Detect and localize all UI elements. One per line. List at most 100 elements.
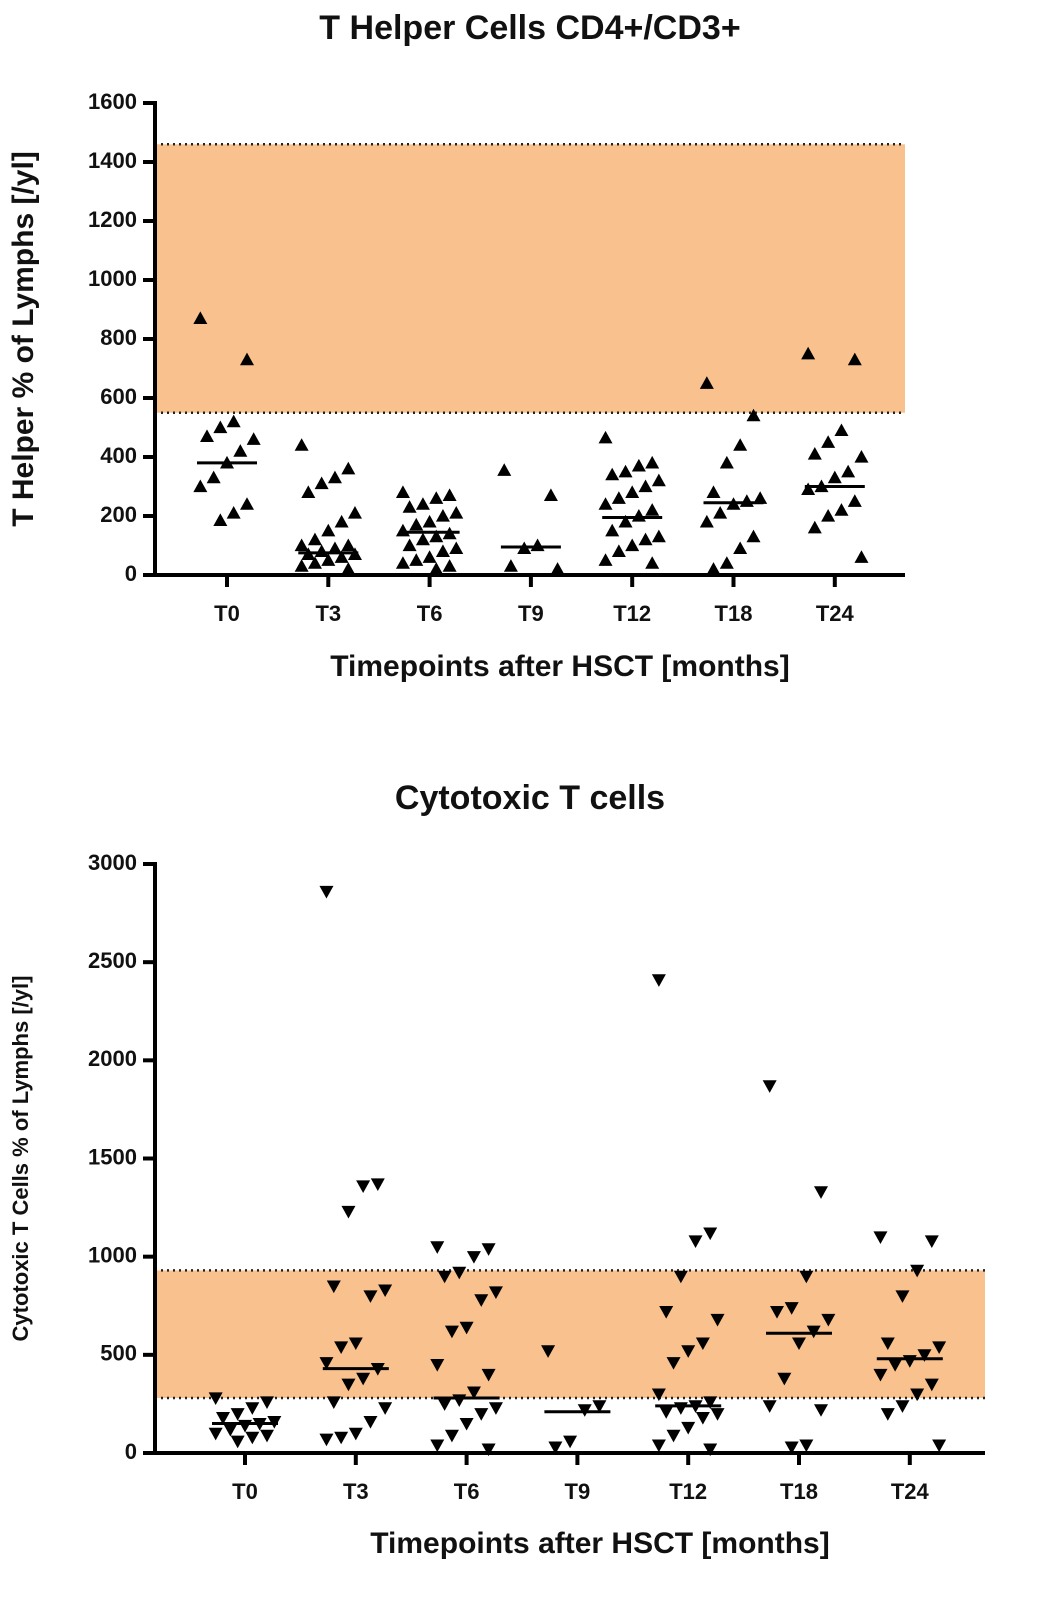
data-point [193,311,208,324]
data-point [444,1429,459,1443]
data-point [710,1408,725,1421]
data-point [334,550,349,563]
data-point [378,1284,393,1298]
data-point [233,444,248,457]
data-point [319,885,334,899]
data-point [645,556,660,569]
data-point [429,529,444,543]
x-tick-label: T9 [518,601,544,626]
data-point [213,420,228,434]
data-point [452,1394,467,1407]
data-point [543,488,558,501]
data-point [631,509,646,522]
y-tick-label: 500 [100,1341,137,1366]
data-point [739,494,754,507]
chart-title: T Helper Cells CD4+/CD3+ [319,9,740,47]
data-point [307,532,322,546]
data-point [474,1408,489,1421]
data-point [695,1337,710,1351]
data-point [334,1431,349,1445]
data-point [430,1241,445,1254]
data-point [319,1433,334,1447]
data-point [402,538,417,552]
data-point [854,450,869,463]
data-point [821,435,836,448]
data-point [348,1337,363,1351]
data-point [733,541,748,555]
data-point [488,1286,503,1300]
data-point [801,346,816,360]
data-point [638,532,653,546]
data-point [847,352,862,366]
data-point [651,974,666,987]
data-point [294,559,309,572]
data-point [710,1313,725,1327]
data-point [770,1306,784,1319]
data-point [666,1357,681,1370]
data-point [437,1270,452,1284]
data-point [673,1402,688,1415]
data-point [681,1345,696,1358]
data-point [699,376,714,389]
data-point [321,553,336,566]
data-point [895,1290,910,1303]
data-point [230,1408,245,1421]
data-point [666,1429,681,1443]
data-point [415,532,430,546]
data-point [873,1368,888,1382]
data-point [363,1290,378,1303]
data-point [807,520,822,534]
y-tick-label: 3000 [88,850,137,875]
y-tick-label: 1500 [88,1144,137,1169]
data-point [854,550,869,563]
data-point [307,556,322,569]
data-point [618,514,633,528]
y-tick-label: 400 [100,443,137,468]
data-point [422,550,437,563]
data-point [673,1270,688,1284]
data-point [827,470,842,484]
data-point [319,1357,334,1370]
data-point [226,506,241,519]
data-point [459,1321,474,1335]
data-point [807,447,822,460]
data-point [719,455,734,469]
y-tick-label: 600 [100,384,137,409]
data-point [625,485,640,498]
data-point [762,1400,777,1413]
data-point [703,1227,718,1241]
data-point [341,461,356,475]
data-point [841,464,856,478]
data-point [226,414,241,428]
data-point [814,1404,828,1417]
y-tick-label: 1000 [88,1242,137,1267]
data-point [625,538,640,552]
x-axis-label: Timepoints after HSCT [months] [370,1527,829,1560]
data-point [326,1280,341,1294]
data-point [699,514,714,528]
data-point [792,1337,806,1351]
data-point [713,506,728,519]
y-tick-label: 1400 [88,148,137,173]
data-point [240,497,254,510]
y-axis-label: Cytotoxic T Cells % of Lymphs [/yl] [8,976,33,1342]
y-tick-label: 800 [100,325,137,350]
x-tick-label: T9 [565,1479,591,1504]
data-point [395,523,410,537]
y-axis-label: T Helper % of Lymphs [/yl] [7,151,40,527]
data-point [260,1396,274,1409]
data-point [847,494,862,507]
data-point [402,500,417,513]
data-point [260,1429,274,1443]
data-point [563,1435,578,1449]
y-tick-label: 0 [125,561,137,586]
data-point [703,1443,718,1457]
data-point [530,538,545,552]
data-point [216,1412,230,1425]
data-point [924,1235,939,1248]
data-point [605,523,620,537]
data-point [611,544,626,557]
data-point [240,352,254,366]
data-point [206,470,221,484]
